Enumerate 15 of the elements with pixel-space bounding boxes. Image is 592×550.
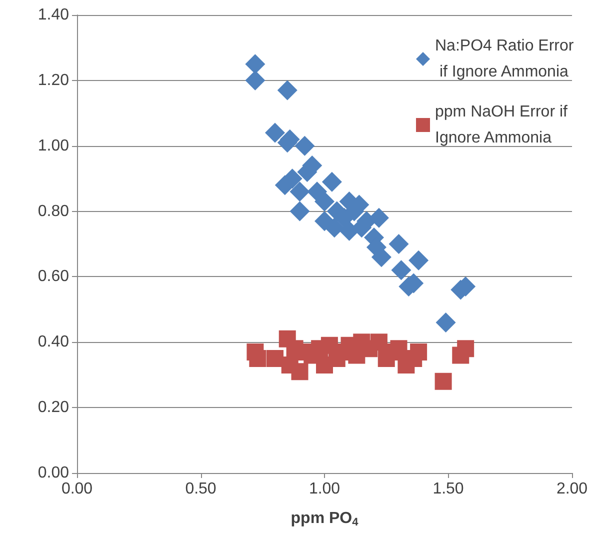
y-tick-label: 1.40 bbox=[38, 6, 70, 24]
legend-label: Na:PO4 Ratio Error if Ignore Ammonia bbox=[435, 38, 574, 80]
x-tick-label: 2.00 bbox=[556, 480, 588, 498]
y-tick-label: 0.80 bbox=[38, 202, 70, 220]
x-tick-label: 0.00 bbox=[61, 480, 93, 498]
y-tick-label: 0.00 bbox=[38, 464, 70, 482]
x-tick-label: 1.50 bbox=[432, 480, 464, 498]
y-tick-label: 0.20 bbox=[38, 399, 70, 416]
y-tick-label: 1.20 bbox=[38, 72, 70, 89]
y-tick-label: 1.00 bbox=[38, 137, 70, 154]
x-tick-label: 1.00 bbox=[308, 480, 340, 498]
y-tick-label: 0.60 bbox=[38, 268, 70, 286]
x-tick-label: 0.50 bbox=[185, 480, 216, 498]
y-tick-label: 0.40 bbox=[38, 334, 70, 351]
legend-label: ppm NaOH Error if Ignore Ammonia bbox=[435, 104, 572, 146]
